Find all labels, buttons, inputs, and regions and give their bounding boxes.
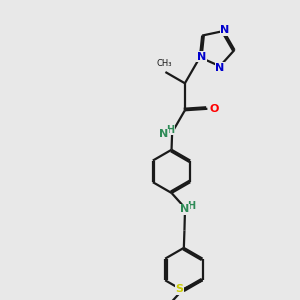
Text: N: N — [215, 63, 224, 73]
Text: N: N — [180, 204, 189, 214]
Text: O: O — [209, 104, 219, 114]
Text: CH₃: CH₃ — [156, 59, 172, 68]
Text: H: H — [167, 125, 175, 135]
Text: H: H — [188, 201, 196, 211]
Text: S: S — [176, 284, 183, 294]
Text: N: N — [220, 26, 230, 35]
Text: N: N — [159, 129, 168, 139]
Text: N: N — [197, 52, 206, 62]
